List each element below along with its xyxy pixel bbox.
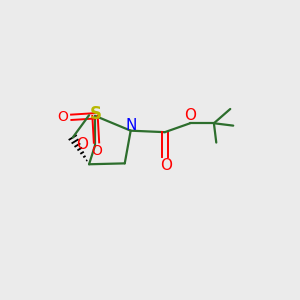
Text: O: O [184,108,196,123]
Text: O: O [76,137,88,152]
Text: O: O [160,158,172,173]
Text: N: N [126,118,137,133]
Text: O: O [58,110,68,124]
Text: S: S [90,105,102,123]
Text: O: O [92,145,103,158]
